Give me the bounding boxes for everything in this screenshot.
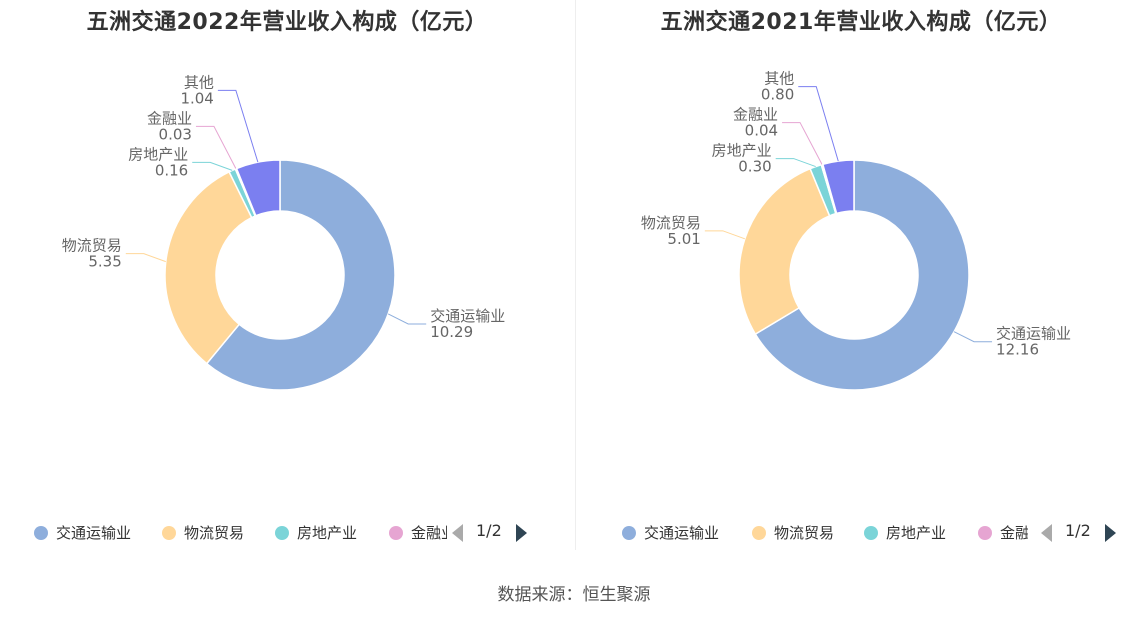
slice-value-label: 12.16 <box>996 341 1039 359</box>
label-leader-line <box>798 86 839 162</box>
chart-panel-2022: 五洲交通2022年营业收入构成（亿元） 交通运输业 10.29 物流贸易 5.35 房地… <box>0 0 574 560</box>
legend-label: 房地产业 <box>297 524 358 542</box>
next-page-icon[interactable] <box>516 524 527 542</box>
slice-category-label: 物流贸易 <box>641 214 701 232</box>
label-leader-line <box>217 89 259 163</box>
slice-category-label: 物流贸易 <box>62 237 122 255</box>
chart-title: 五洲交通2021年营业收入构成（亿元） <box>660 10 1062 35</box>
legend: 交通运输业 物流贸易 房地产业 金融业 1/2 <box>574 519 1148 545</box>
panel-divider <box>575 0 576 550</box>
slice-1[interactable] <box>164 170 253 365</box>
slice-category-label: 金融业 <box>147 109 192 127</box>
legend-marker <box>864 525 878 540</box>
label-leader-line <box>387 313 427 325</box>
legend-item[interactable]: 房地产业 <box>275 522 357 542</box>
slice-4[interactable] <box>235 159 281 217</box>
legend-item[interactable]: 金融业 <box>978 522 1028 542</box>
legend-marker <box>389 525 403 540</box>
slice-0[interactable] <box>754 159 970 391</box>
legend-marker <box>978 525 992 540</box>
legend-item[interactable]: 物流贸易 <box>752 522 834 542</box>
slice-1[interactable] <box>738 167 831 336</box>
slice-value-label: 10.29 <box>430 323 473 341</box>
legend-item[interactable]: 金融业 <box>389 522 447 542</box>
prev-page-icon[interactable] <box>1041 524 1052 542</box>
legend-page-indicator: 1/2 <box>1065 521 1091 540</box>
slice-value-label: 1.04 <box>180 89 213 107</box>
legend-label: 房地产业 <box>886 524 947 542</box>
slice-value-label: 0.80 <box>761 86 794 104</box>
legend-label: 交通运输业 <box>56 524 132 542</box>
legend: 交通运输业 物流贸易 房地产业 金融业 1/2 <box>0 519 574 545</box>
legend-marker <box>622 525 636 540</box>
slice-value-label: 0.03 <box>159 125 192 143</box>
label-leader-line <box>775 158 816 168</box>
legend-marker <box>752 525 766 540</box>
legend-label: 交通运输业 <box>644 524 720 542</box>
slice-4[interactable] <box>821 159 855 215</box>
slice-category-label: 其他 <box>184 73 214 91</box>
slice-value-label: 5.01 <box>667 230 700 248</box>
label-leader-line <box>192 161 233 171</box>
data-source-note: 数据来源：恒生聚源 <box>497 585 651 605</box>
legend-item[interactable]: 物流贸易 <box>162 522 244 542</box>
slice-value-label: 0.30 <box>738 158 771 176</box>
next-page-icon[interactable] <box>1105 524 1116 542</box>
chart-panel-2021: 五洲交通2021年营业收入构成（亿元） 交通运输业 12.16 物流贸易 5.01 房地… <box>574 0 1148 560</box>
slice-value-label: 0.04 <box>745 122 778 140</box>
legend-label: 金融业 <box>1000 524 1028 542</box>
legend-item[interactable]: 交通运输业 <box>622 522 719 542</box>
label-leader-line <box>704 230 746 240</box>
label-leader-line <box>782 122 823 165</box>
legend-page-indicator: 1/2 <box>476 521 502 540</box>
legend-label: 金融业 <box>411 524 447 542</box>
legend-item[interactable]: 房地产业 <box>864 522 946 542</box>
slice-value-label: 5.35 <box>88 253 121 271</box>
slice-category-label: 房地产业 <box>128 145 188 163</box>
legend-item[interactable]: 交通运输业 <box>34 522 131 542</box>
label-leader-line <box>195 125 237 169</box>
label-leader-line <box>953 331 993 343</box>
slice-category-label: 交通运输业 <box>996 325 1071 343</box>
prev-page-icon[interactable] <box>452 524 463 542</box>
label-leader-line <box>125 253 166 263</box>
slice-category-label: 金融业 <box>733 106 778 124</box>
legend-label: 物流贸易 <box>184 524 245 542</box>
legend-marker <box>275 525 289 540</box>
legend-marker <box>162 525 176 540</box>
slice-category-label: 房地产业 <box>712 142 772 160</box>
slice-value-label: 0.16 <box>155 161 188 179</box>
legend-label: 物流贸易 <box>774 524 835 542</box>
slice-category-label: 交通运输业 <box>430 307 505 325</box>
chart-title: 五洲交通2022年营业收入构成（亿元） <box>86 10 488 35</box>
slice-0[interactable] <box>205 159 396 391</box>
legend-marker <box>34 525 48 540</box>
slice-category-label: 其他 <box>764 70 794 88</box>
